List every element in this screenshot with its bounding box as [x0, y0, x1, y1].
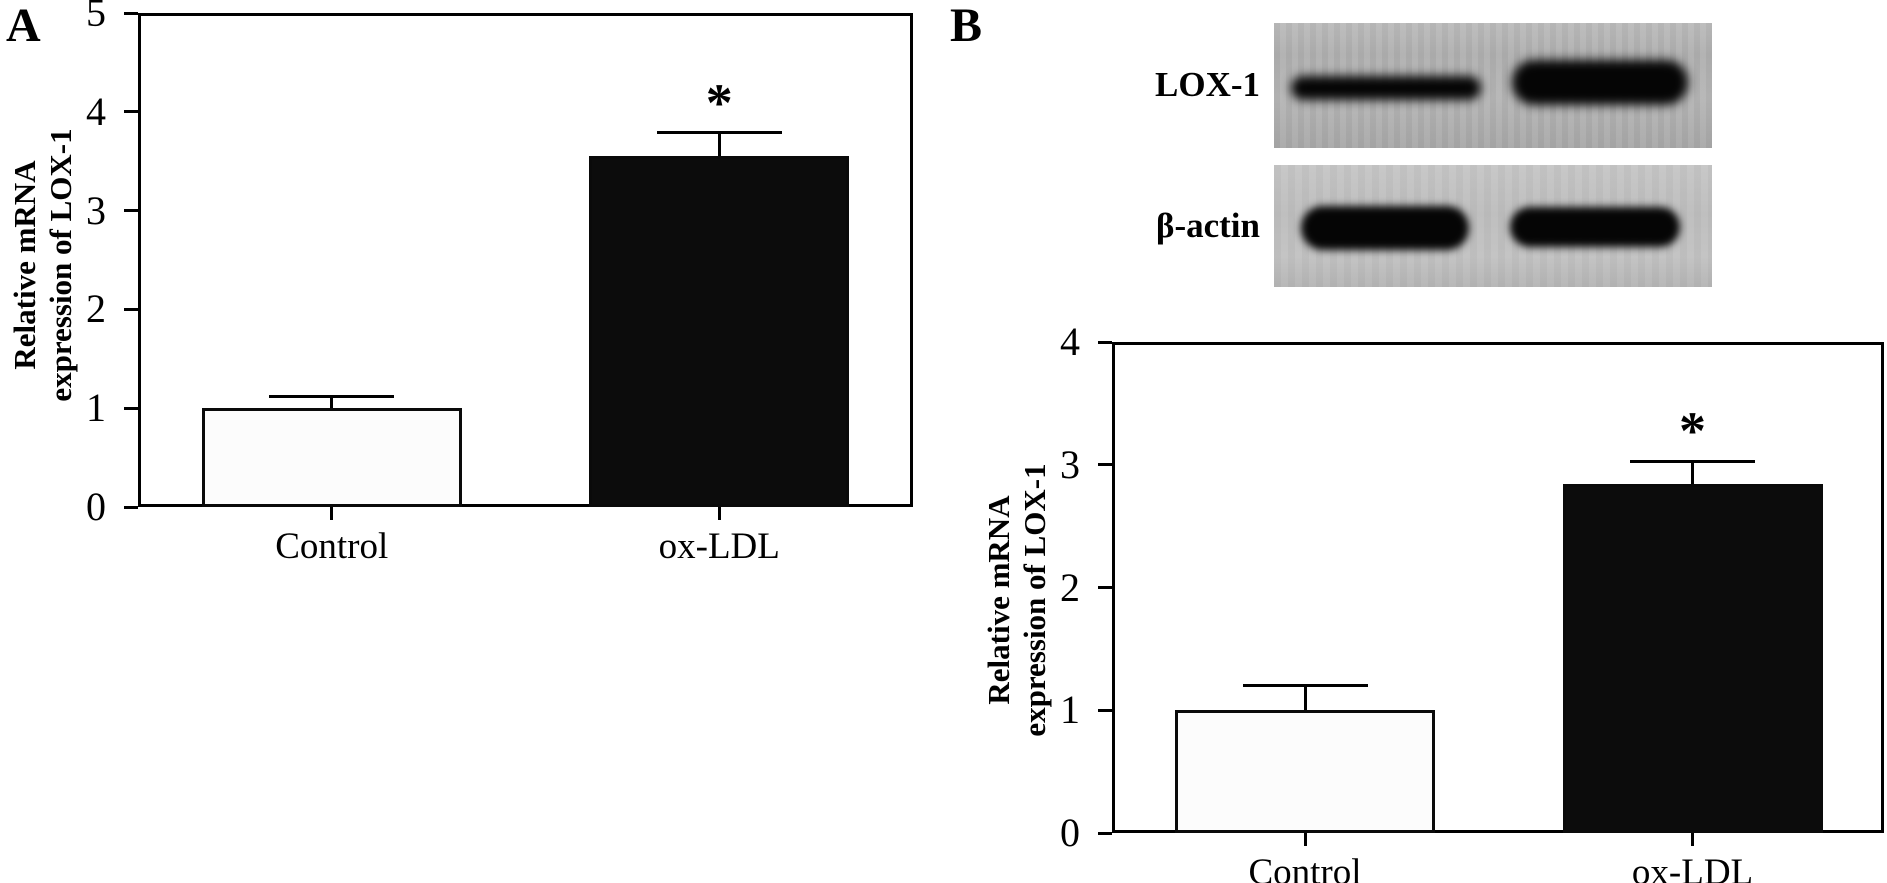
y-tick-label: 4: [1060, 319, 1080, 364]
x-category-label-control: Control: [275, 526, 389, 567]
y-axis-title-line: Relative mRNA: [7, 160, 42, 370]
y-axis-title: Relative mRNA expression of LOX-1: [0, 5, 88, 525]
y-axis-title-line: Relative mRNA: [981, 495, 1016, 705]
error-bar-line-control: [1303, 685, 1307, 711]
error-bar-line-ox-ldl: [1691, 461, 1695, 485]
bar-control: [201, 408, 462, 507]
plot-frame: [1112, 342, 1884, 833]
bar-control: [1175, 710, 1435, 833]
error-bar-cap-control: [269, 394, 395, 398]
blot-strip-lox1: [1274, 23, 1712, 148]
blot-band-beta-actin-control: [1301, 206, 1469, 250]
y-axis-tick: [124, 209, 138, 213]
blot-band-lox1-control: [1291, 76, 1481, 100]
bar-ox-ldl: [1562, 484, 1823, 833]
error-bar-cap-ox-ldl: [1630, 459, 1756, 463]
x-axis-tick-ox-ldl: [717, 507, 721, 520]
x-category-label-control: Control: [1248, 852, 1362, 883]
y-axis-tick: [1098, 708, 1112, 712]
y-tick-label: 1: [86, 385, 106, 431]
y-axis-tick: [124, 110, 138, 114]
y-axis-tick: [1098, 463, 1112, 467]
y-tick-label: 2: [1060, 564, 1080, 610]
significance-asterisk-ox-ldl: *: [1679, 401, 1707, 462]
y-axis-tick: [124, 11, 138, 15]
error-bar-line-ox-ldl: [717, 132, 721, 157]
blot-band-lox1-oxldl: [1512, 60, 1688, 105]
x-axis-tick-control: [1303, 833, 1307, 846]
plot-frame: [138, 13, 913, 507]
panel-b-label: B: [950, 0, 983, 52]
panel-b-bar-chart: 0 1 2 3 4 Relative mRNA expression of LOX-1 Con…: [981, 319, 1884, 883]
y-axis-tick: [124, 307, 138, 311]
panel-a-label: A: [6, 0, 41, 52]
y-axis-tick: [124, 406, 138, 410]
significance-asterisk-ox-ldl: *: [705, 72, 733, 133]
blot-row-label-beta-actin: β-actin: [1156, 206, 1260, 245]
y-tick-label: 4: [86, 88, 106, 134]
y-tick-label: 3: [86, 187, 106, 233]
y-axis-tick: [1098, 831, 1112, 835]
y-axis-tick: [1098, 586, 1112, 589]
bar-ox-ldl: [589, 156, 850, 507]
blot-row-label-lox1: LOX-1: [1155, 65, 1260, 104]
y-axis-title: Relative mRNA expression of LOX-1: [972, 340, 1062, 860]
error-bar-cap-control: [1242, 684, 1368, 688]
x-axis-tick-ox-ldl: [1691, 833, 1695, 846]
y-tick-label: 3: [1060, 441, 1080, 487]
error-bar-line-control: [330, 396, 334, 409]
y-axis-title-line: expression of LOX-1: [43, 128, 78, 402]
y-tick-label: 2: [86, 286, 106, 332]
y-axis-tick: [1098, 340, 1112, 344]
y-axis-title-line: expression of LOX-1: [1017, 463, 1052, 737]
y-tick-label: 0: [86, 484, 106, 529]
blot-strip-beta-actin: [1274, 165, 1712, 287]
panel-a-bar-chart: 0 1 2 3 4 5 Relative mRNA expression of LOX-1 Co…: [7, 0, 913, 567]
y-axis-tick: [124, 505, 138, 509]
y-tick-label: 5: [86, 0, 106, 35]
x-category-label-ox-ldl: ox-LDL: [1631, 852, 1754, 883]
x-category-label-ox-ldl: ox-LDL: [658, 526, 780, 567]
blot-band-beta-actin-oxldl: [1510, 207, 1680, 247]
error-bar-cap-ox-ldl: [656, 131, 782, 135]
y-tick-label: 1: [1060, 687, 1080, 733]
y-tick-label: 0: [1060, 810, 1080, 855]
x-axis-tick-control: [330, 507, 334, 520]
